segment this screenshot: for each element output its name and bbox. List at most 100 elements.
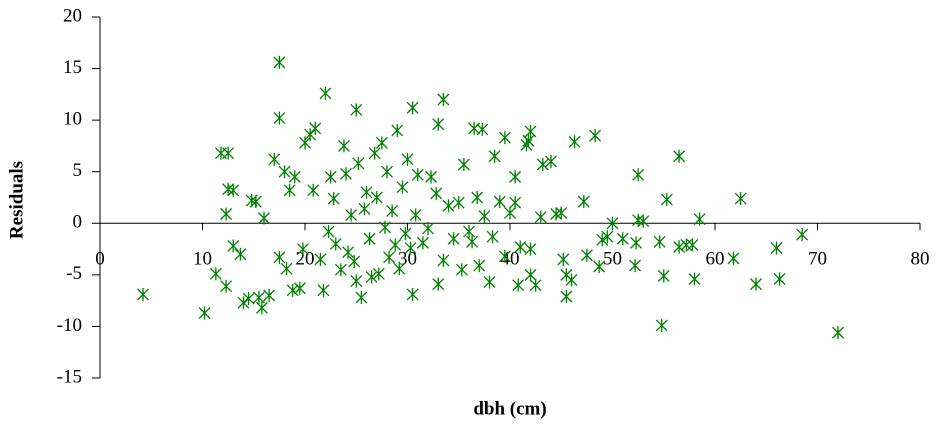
point [432,117,445,131]
point [750,277,762,291]
point [773,272,786,286]
point [263,288,276,302]
point [727,251,740,265]
point [580,248,593,262]
point [637,214,650,228]
point [425,170,438,184]
point [577,195,590,209]
point [483,275,496,289]
point [560,290,573,304]
point [137,287,150,301]
point [399,227,412,241]
point [693,212,706,226]
point [327,192,340,206]
point [268,152,281,166]
point [309,121,322,135]
point [524,124,537,138]
point [416,236,429,250]
point [350,274,363,288]
point [522,134,535,148]
point [442,199,455,213]
point [319,86,332,100]
point [375,136,388,150]
y-tick-label: 10 [63,109,82,130]
point [498,249,511,263]
x-tick-label: 20 [296,249,315,270]
point [488,149,501,163]
x-tick-label: 70 [808,249,827,270]
point [337,139,350,153]
point [432,277,445,291]
point [324,170,337,184]
point [249,195,262,209]
point [299,136,311,150]
point [352,156,365,170]
point [770,241,783,255]
y-tick-label: 5 [73,160,83,181]
point [363,232,376,246]
point [348,254,361,268]
point [606,216,619,230]
point [630,236,643,250]
point [568,135,581,149]
point [286,283,299,297]
point [471,191,484,204]
point [214,146,227,160]
point [520,138,533,152]
point [498,131,511,145]
point [512,278,525,292]
point [350,103,363,117]
point [486,230,499,244]
point [378,220,391,234]
point [493,195,506,209]
point [509,170,522,184]
point [437,253,450,267]
point [273,55,286,69]
point [478,209,491,223]
point [406,101,419,115]
point [655,318,668,332]
point [391,123,404,137]
point [545,154,557,168]
point [653,235,666,249]
point [686,238,699,252]
point [509,196,522,210]
point [242,292,255,306]
point [473,259,486,273]
point [383,250,396,264]
point [536,157,549,171]
point [593,260,606,274]
point [629,259,642,273]
point [452,196,465,210]
point [252,291,265,305]
point [657,269,670,283]
point [329,237,342,251]
point [437,93,450,107]
point [406,287,419,301]
point [304,128,317,142]
point [342,245,355,259]
point [565,273,578,287]
x-tick-label: 10 [193,249,212,270]
point [234,247,247,261]
point [220,207,233,221]
point [396,180,409,194]
point [457,157,470,171]
point [673,240,686,254]
point [255,301,268,315]
point [734,192,747,206]
point [340,167,352,181]
point [557,252,570,266]
point [393,262,406,276]
point [220,279,233,293]
point [688,272,701,286]
point [198,306,211,320]
point [529,278,542,292]
point [796,228,809,242]
point [372,267,385,281]
point [616,232,629,246]
x-axis-title: dbh (cm) [473,398,546,419]
x-tick-label: 50 [603,249,622,270]
